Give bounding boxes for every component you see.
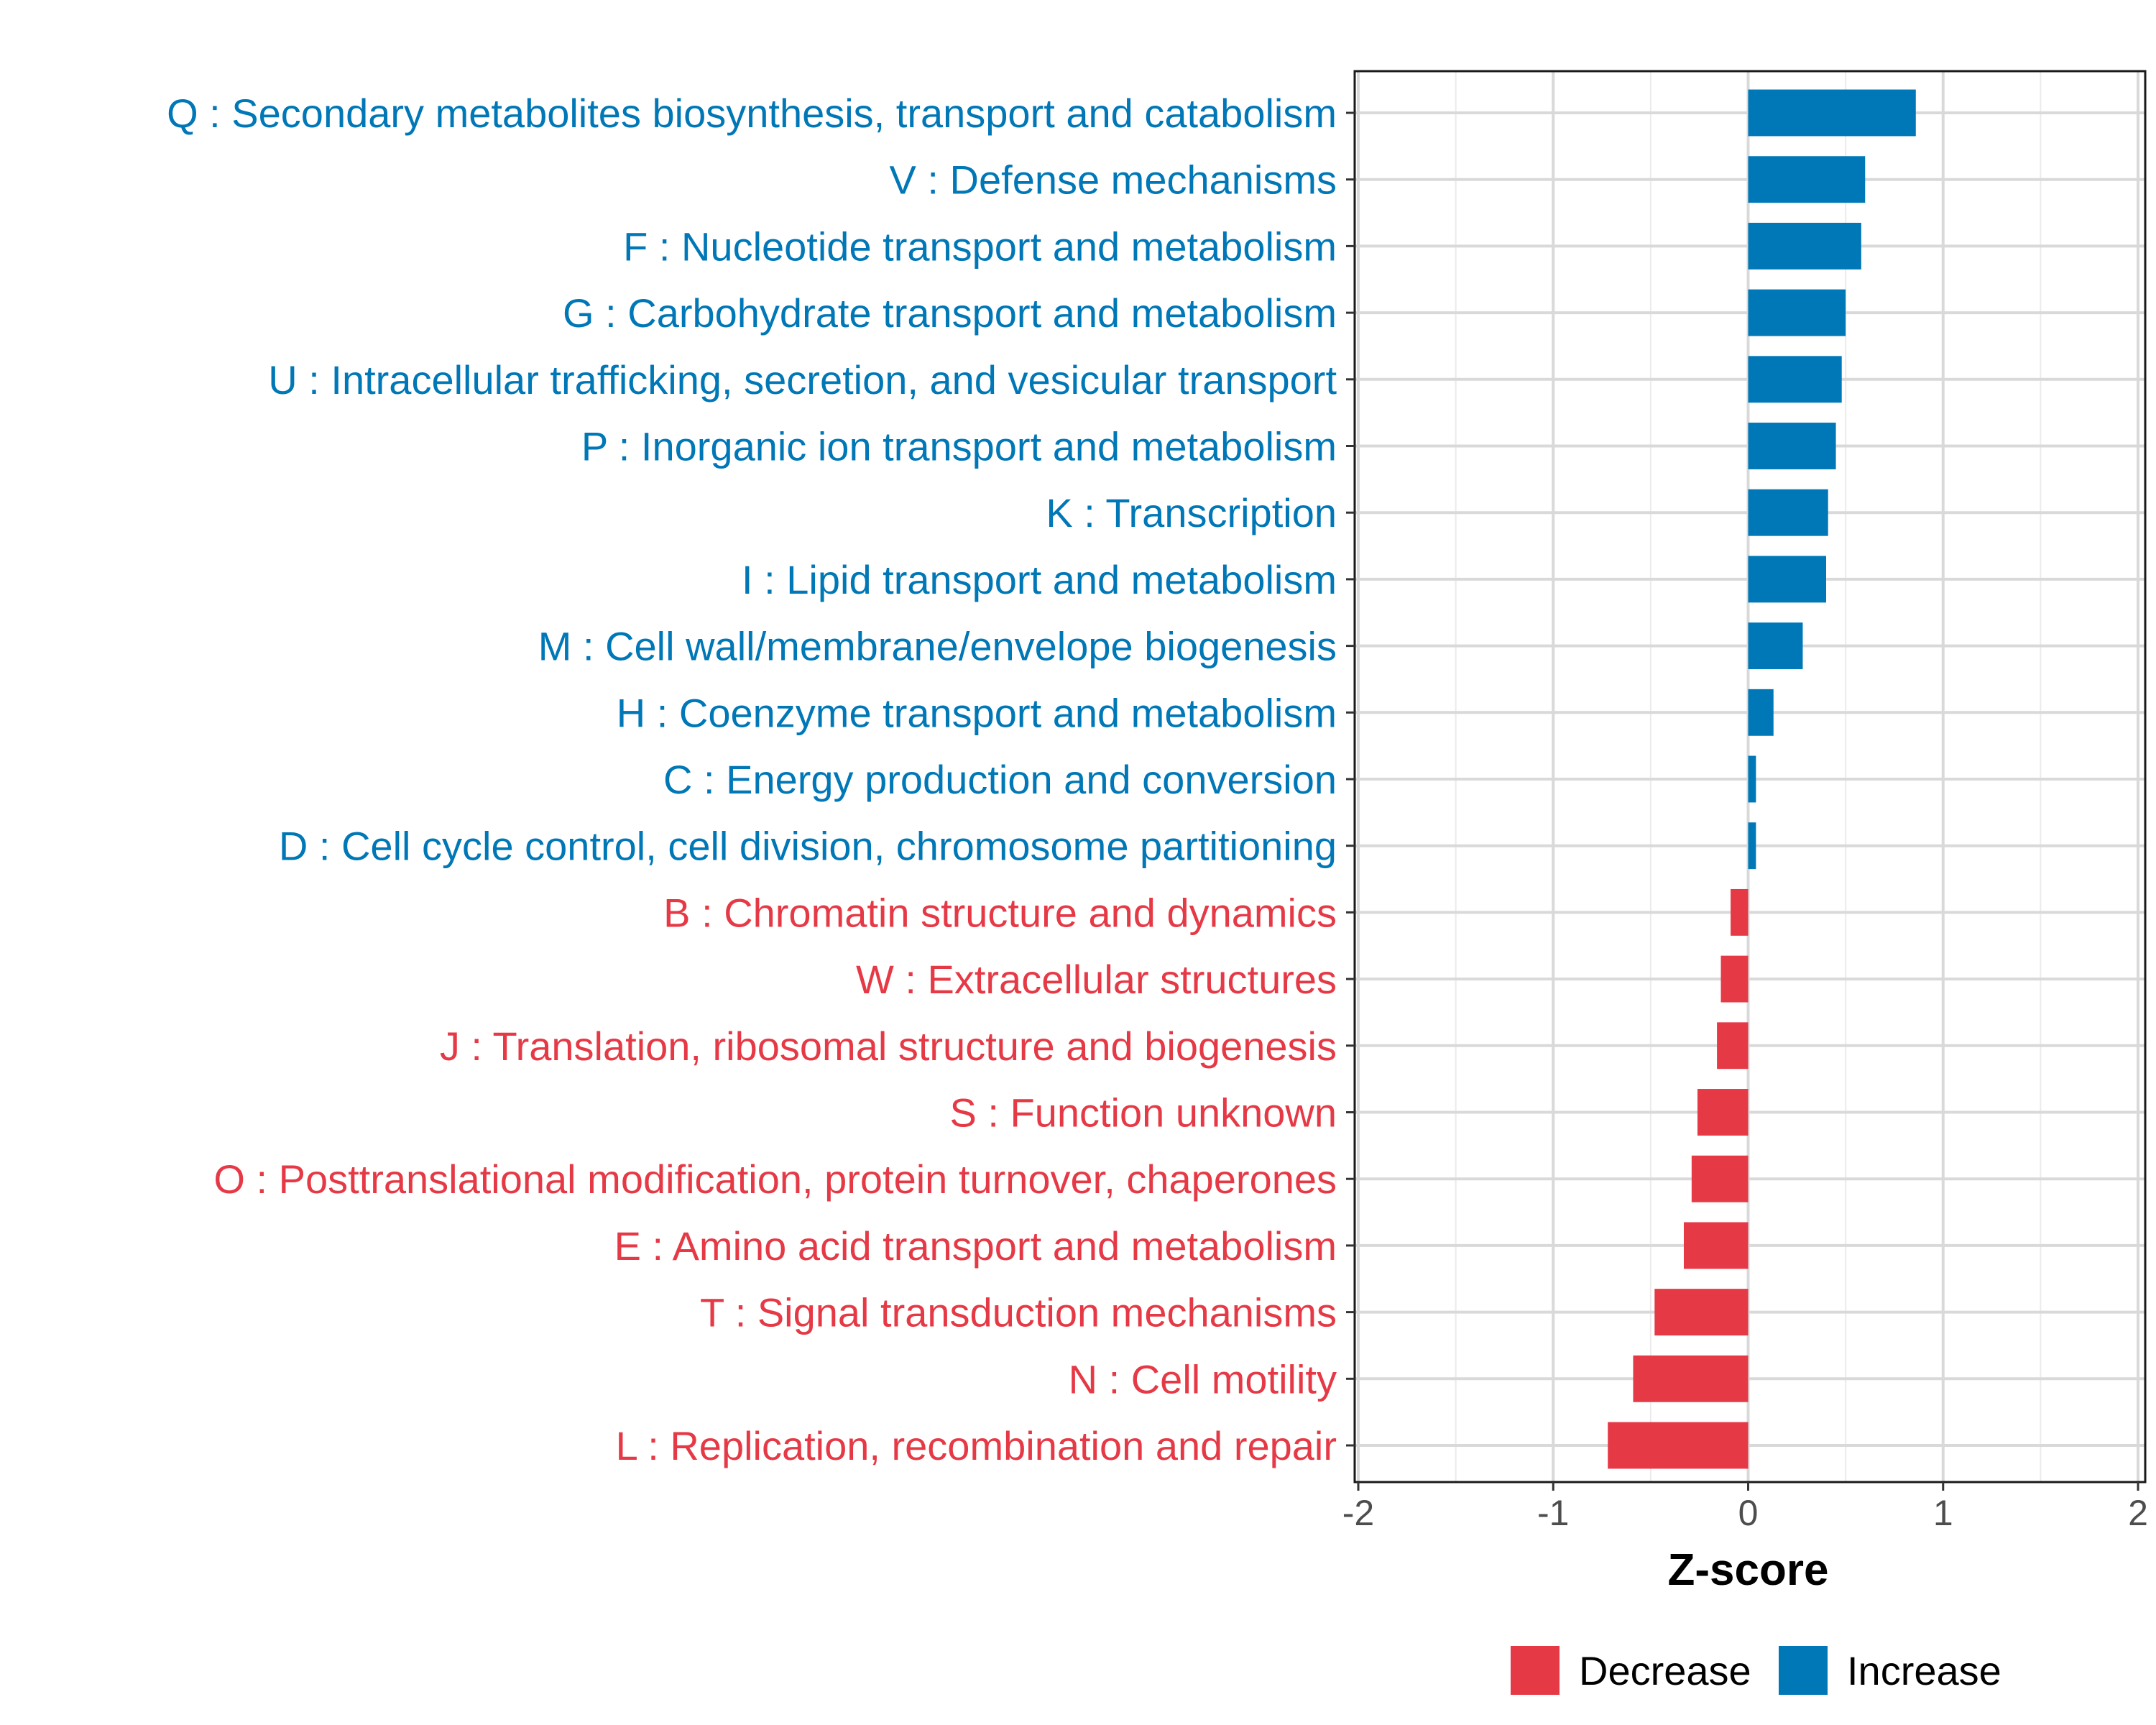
legend-swatch-decrease [1511, 1646, 1560, 1695]
category-label: F : Nucleotide transport and metabolism [623, 224, 1337, 269]
bar [1748, 622, 1803, 670]
category-label: S : Function unknown [949, 1090, 1337, 1136]
category-label: E : Amino acid transport and metabolism [614, 1223, 1337, 1269]
bar [1748, 489, 1828, 536]
category-label: C : Energy production and conversion [663, 757, 1337, 802]
legend-label-decrease: Decrease [1579, 1648, 1751, 1693]
bar [1748, 222, 1861, 270]
bar [1697, 1089, 1749, 1136]
bar [1654, 1289, 1749, 1336]
category-label: J : Translation, ribosomal structure and… [440, 1024, 1337, 1069]
bar [1748, 289, 1846, 336]
bar [1633, 1355, 1749, 1402]
category-label: M : Cell wall/membrane/envelope biogenes… [538, 624, 1337, 669]
category-label: H : Coenzyme transport and metabolism [617, 690, 1337, 735]
bar [1717, 1022, 1749, 1070]
category-label: T : Signal transduction mechanisms [700, 1290, 1337, 1335]
bar [1691, 1155, 1749, 1202]
bar [1748, 156, 1866, 203]
bar [1748, 689, 1774, 736]
category-label: V : Defense mechanisms [890, 157, 1337, 203]
category-label: G : Carbohydrate transport and metabolis… [563, 290, 1337, 336]
x-tick-label: 2 [2128, 1493, 2148, 1533]
plot-panel-border [1353, 70, 2147, 1484]
bar [1748, 755, 1756, 803]
bar [1748, 356, 1842, 403]
legend: Decrease Increase [1511, 1646, 2001, 1695]
x-tick-label: 0 [1738, 1493, 1759, 1533]
x-axis-title: Z-score [1668, 1545, 1829, 1595]
category-label: L : Replication, recombination and repai… [616, 1423, 1337, 1468]
bar [1720, 955, 1749, 1003]
category-label: W : Extracellular structures [856, 957, 1337, 1002]
bar [1748, 89, 1916, 137]
bar [1748, 423, 1836, 469]
category-label: O : Posttranslational modification, prot… [213, 1156, 1337, 1202]
category-label: Q : Secondary metabolites biosynthesis, … [167, 91, 1337, 136]
legend-label-increase: Increase [1847, 1648, 2001, 1693]
x-tick-label: -2 [1342, 1493, 1374, 1533]
category-label: K : Transcription [1046, 490, 1337, 535]
bar [1608, 1422, 1749, 1469]
bar [1748, 556, 1826, 603]
bar [1683, 1222, 1749, 1269]
category-label: P : Inorganic ion transport and metaboli… [581, 424, 1337, 469]
category-labels: Q : Secondary metabolites biosynthesis, … [167, 91, 1355, 1468]
category-label: B : Chromatin structure and dynamics [663, 890, 1337, 935]
legend-swatch-increase [1779, 1646, 1828, 1695]
bar [1731, 888, 1749, 936]
x-tick-label: -1 [1537, 1493, 1569, 1533]
x-axis-ticks: -2 -1 0 1 2 [1342, 1482, 2148, 1533]
category-label: U : Intracellular trafficking, secretion… [268, 357, 1337, 402]
category-label: I : Lipid transport and metabolism [742, 557, 1337, 602]
bar [1748, 822, 1756, 870]
bars [1608, 89, 1916, 1469]
x-tick-label: 1 [1933, 1493, 1953, 1533]
category-label: N : Cell motility [1069, 1356, 1337, 1402]
category-label: D : Cell cycle control, cell division, c… [279, 824, 1337, 869]
